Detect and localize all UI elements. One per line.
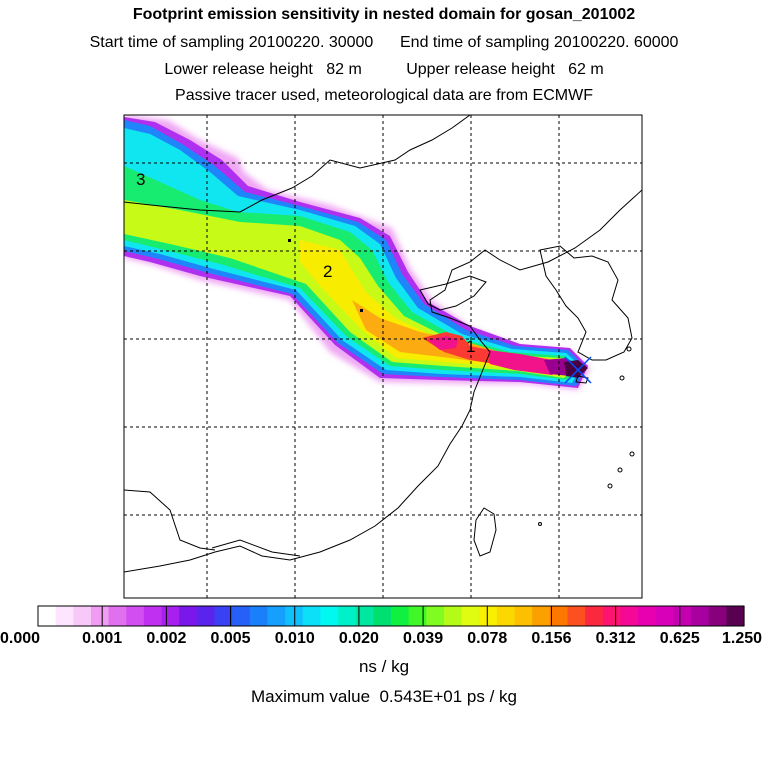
colorbar-tick-label: 0.005 [210,630,251,647]
colorbar-swatch [638,606,657,626]
lat-lon-grid [124,115,642,598]
colorbar-unit: ns / kg [358,657,410,676]
location-dot [360,309,363,312]
marker-label: 3 [136,170,145,189]
colorbar-swatch [726,606,745,626]
colorbar-swatch [461,606,480,626]
colorbar-tick-label: 0.020 [338,630,379,647]
colorbar-tick-label: 0.001 [82,630,123,647]
footprint-plume [124,115,590,390]
colorbar-swatch [408,606,427,626]
colorbar-swatch [267,606,286,626]
colorbar-swatch [302,606,321,626]
marker-label: 1 [466,337,475,356]
colorbar-swatch [285,606,304,626]
colorbar-swatch [38,606,57,626]
colorbar-swatch [549,606,569,626]
tracer-info-line: Passive tracer used, meteorological data… [175,87,593,104]
receptor-cross-line [564,356,592,384]
island-dot [538,522,542,526]
island-dot [619,375,625,381]
colorbar-swatch [55,606,74,626]
coastline-bohai-korea [124,189,642,573]
colorbar-swatch [426,606,445,626]
colorbar-swatch [320,606,339,626]
colorbar-swatch [514,606,533,626]
marker-label: 2 [323,262,332,281]
sampling-time-line: Start time of sampling 20100220. 30000 E… [89,34,679,51]
colorbar-swatch [338,606,357,626]
colorbar-swatch [496,606,516,626]
colorbar-swatch [620,606,639,626]
inland-border [211,539,301,557]
plot-title: Footprint emission sensitivity in nested… [132,6,636,23]
colorbar-swatch [532,606,551,626]
colorbar-swatch [126,606,145,626]
colorbar-swatch [479,606,498,626]
island-dot [607,483,613,489]
colorbar-swatch [161,606,180,626]
map-frame [123,114,643,599]
colorbar-tick-label: 1.250 [721,630,763,647]
colorbar-frame [37,605,745,627]
colorbar-swatch [179,606,198,626]
coastline-mainland [124,115,471,213]
colorbar-swatch [691,606,710,626]
colorbar-swatch [655,606,674,626]
colorbar-swatch [708,606,727,626]
colorbar-swatch [355,606,374,626]
colorbar-swatch [232,606,251,626]
colorbar-swatch [391,606,410,626]
colorbar-swatch [585,606,604,626]
coastlines [124,115,642,573]
colorbar-swatches [37,606,745,626]
release-height-line: Lower release height 82 m Upper release … [164,61,604,78]
colorbar-tick-label: 0.312 [595,630,636,647]
colorbar-swatch [73,606,92,626]
island-dot [629,451,635,457]
colorbar-swatch [196,606,216,626]
shandong-coast [419,275,487,311]
taiwan-island [473,507,497,557]
colorbar-swatch [567,606,586,626]
colorbar-swatch [373,606,392,626]
colorbar-swatch [108,606,127,626]
colorbar-tick-label: 0.078 [467,630,508,647]
colorbar-swatch [443,606,463,626]
inland-border [124,489,216,551]
colorbar-tick-label: 0.002 [146,630,187,647]
colorbar-tick-label: 0.625 [659,630,700,647]
receptor-marker [564,356,592,384]
colorbar-tick-label: 0.156 [531,630,572,647]
colorbar-swatch [143,606,163,626]
colorbar-tick-label: 0.039 [403,630,444,647]
colorbar-tick-label: 0.000 [0,630,41,647]
colorbar-swatch [673,606,692,626]
island-dot [617,467,623,473]
plume-level-pink [428,336,566,375]
colorbar-swatch [214,606,233,626]
island-dot [626,346,632,352]
colorbar-swatch [602,606,622,626]
colorbar-swatch [90,606,110,626]
colorbar-tick-label: 0.010 [274,630,315,647]
maximum-value-text: Maximum value 0.543E+01 ps / kg [251,687,517,706]
korea-peninsula [539,245,633,361]
location-dot [288,239,291,242]
colorbar-swatch [249,606,269,626]
